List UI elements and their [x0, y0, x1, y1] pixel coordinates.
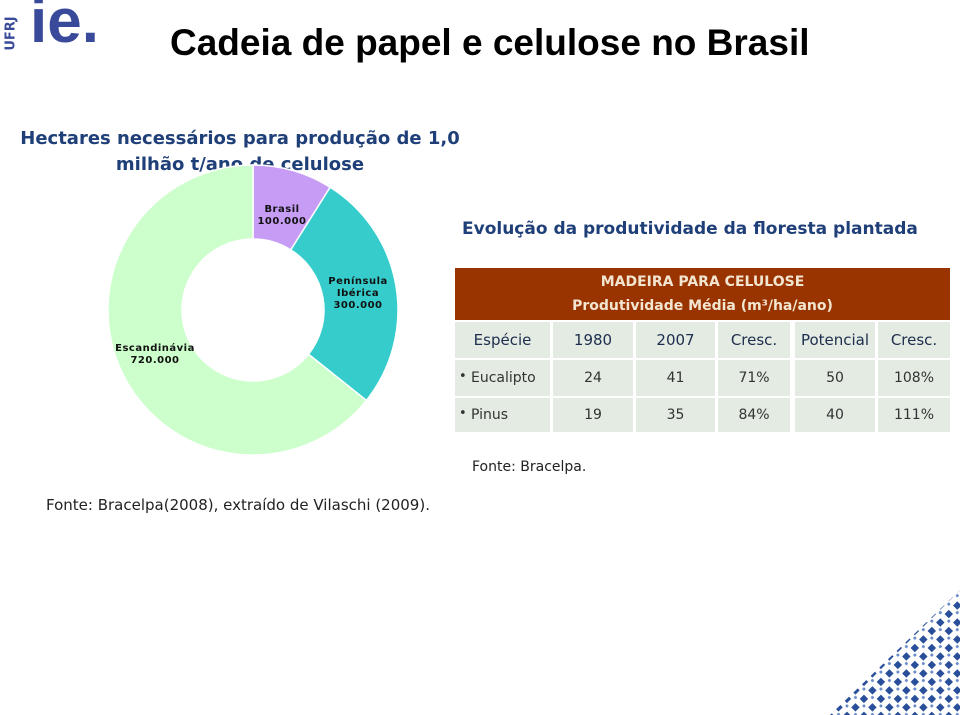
slice-value: 720.000	[130, 355, 180, 366]
table-title: Evolução da produtividade da floresta pl…	[462, 219, 918, 239]
table-cell: 24	[553, 360, 633, 396]
slice-value: 100.000	[257, 216, 307, 227]
column-header: Cresc.	[718, 322, 790, 358]
donut-slice	[107, 164, 368, 456]
slice-label: Península Ibérica	[328, 276, 388, 299]
slice-label: Escandinávia	[115, 343, 195, 354]
table-cell: 40	[795, 398, 875, 432]
bullet: •	[459, 369, 467, 384]
column-header: Potencial	[795, 322, 875, 358]
slide-title: Cadeia de papel e celulose no Brasil	[170, 22, 810, 63]
table-cell: 111%	[878, 398, 950, 432]
table-cell: 19	[553, 398, 633, 432]
logo: ie.	[30, 0, 99, 56]
donut-slice	[289, 186, 399, 402]
table-cell: 35	[636, 398, 715, 432]
column-header: 2007	[636, 322, 715, 358]
slice-label: Brasil	[264, 204, 300, 215]
bullet: •	[459, 406, 467, 421]
table-banner: MADEIRA PARA CELULOSE Produtividade Médi…	[455, 268, 950, 320]
column-header: 1980	[553, 322, 633, 358]
table-cell: 41	[636, 360, 715, 396]
table-cell: Pinus	[455, 398, 550, 432]
table-source: Fonte: Bracelpa.	[472, 459, 587, 475]
table-cell: Eucalipto	[455, 360, 550, 396]
column-header: Cresc.	[878, 322, 950, 358]
chart-source: Fonte: Bracelpa(2008), extraído de Vilas…	[46, 496, 430, 514]
column-header: Espécie	[455, 322, 550, 358]
donut-chart	[107, 164, 399, 456]
corner-pattern	[830, 590, 960, 715]
table-cell: 84%	[718, 398, 790, 432]
table-cell: 108%	[878, 360, 950, 396]
slice-value: 300.000	[333, 300, 383, 311]
banner-text: MADEIRA PARA CELULOSE	[600, 274, 805, 290]
table-cell: 50	[795, 360, 875, 396]
chart-title: Hectares necessários para produção de 1,…	[20, 128, 460, 175]
table-cell: 71%	[718, 360, 790, 396]
banner-subtitle: Produtividade Média (m³/ha/ano)	[572, 298, 833, 314]
